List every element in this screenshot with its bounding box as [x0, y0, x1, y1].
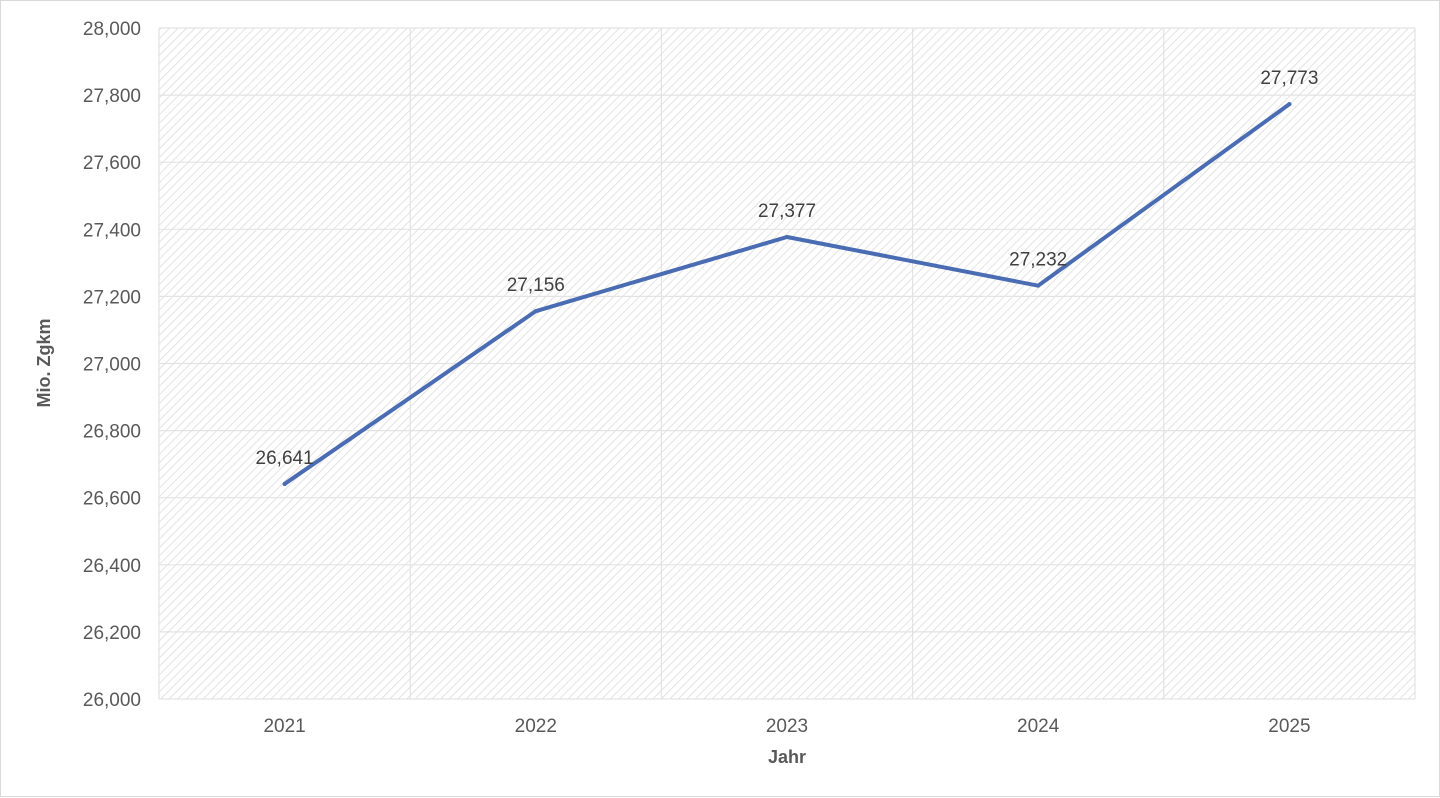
x-axis-ticks: 2021 2022 2023 2024 2025: [263, 716, 1310, 737]
y-tick-label: 26,200: [83, 623, 141, 644]
data-point: [533, 309, 538, 314]
data-label: 27,377: [758, 201, 816, 222]
x-tick-label: 2025: [1268, 716, 1310, 737]
y-axis-ticks: 26,000 26,200 26,400 26,600 26,800 27,000 27,2…: [83, 19, 141, 711]
x-tick-label: 2021: [263, 716, 305, 737]
y-tick-label: 27,800: [83, 86, 141, 107]
y-axis-title: Mio. Zgkm: [34, 319, 54, 408]
data-point: [282, 481, 287, 486]
data-label: 26,641: [256, 448, 314, 469]
y-tick-label: 28,000: [83, 19, 141, 40]
data-labels: 26,641 27,156 27,377 27,232 27,773: [256, 68, 1319, 469]
x-tick-label: 2022: [515, 716, 557, 737]
y-tick-label: 26,800: [83, 422, 141, 443]
data-label: 27,156: [507, 275, 565, 296]
y-tick-label: 27,400: [83, 220, 141, 241]
data-point: [1036, 283, 1041, 288]
x-tick-label: 2024: [1017, 716, 1060, 737]
gridlines: [158, 27, 1416, 700]
x-axis-title: Jahr: [768, 747, 806, 767]
y-tick-label: 27,200: [83, 287, 141, 308]
data-point: [785, 235, 789, 240]
x-tick-label: 2023: [766, 716, 808, 737]
y-tick-label: 26,400: [83, 556, 141, 577]
y-tick-label: 27,000: [83, 355, 141, 376]
data-point: [1287, 102, 1292, 107]
data-label: 27,232: [1009, 250, 1067, 271]
y-tick-label: 27,600: [83, 153, 141, 174]
data-label: 27,773: [1260, 68, 1318, 89]
y-tick-label: 26,000: [83, 690, 141, 711]
y-tick-label: 26,600: [83, 489, 141, 510]
series-layer: [282, 102, 1292, 486]
